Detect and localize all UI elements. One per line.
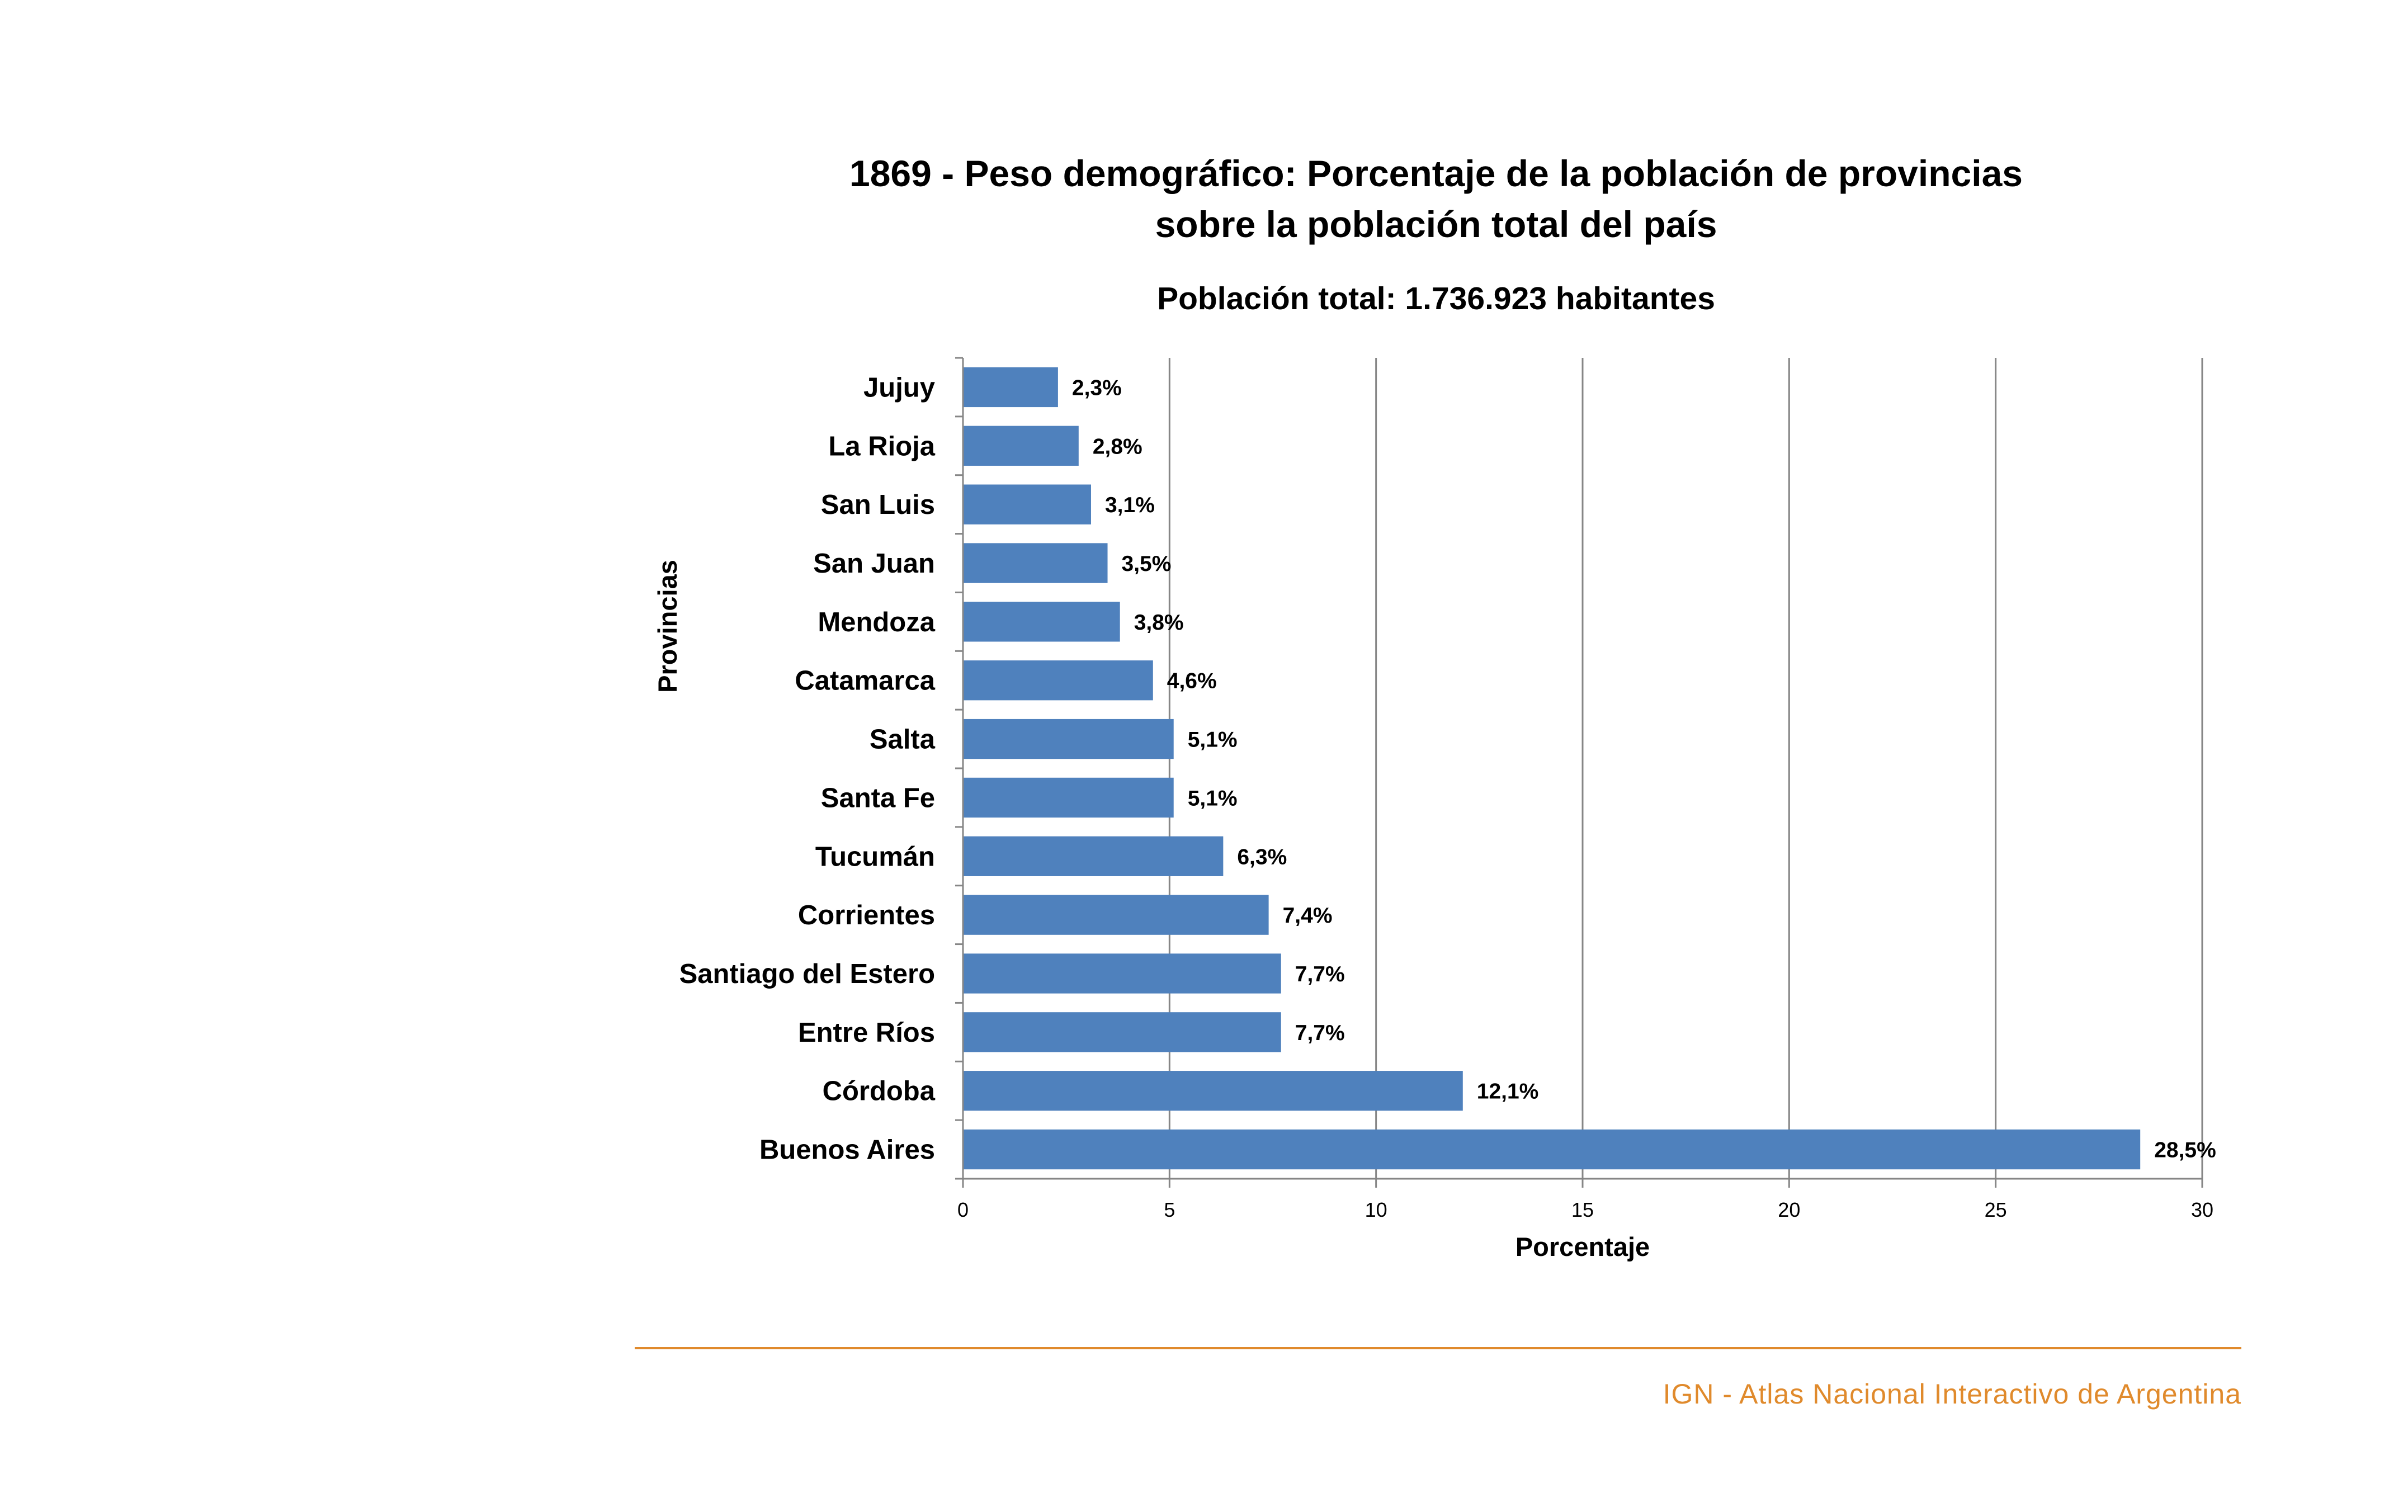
value-label: 6,3% (1237, 845, 1287, 869)
category-label: San Juan (813, 549, 935, 579)
bar (963, 1012, 1281, 1052)
x-tick-label: 0 (957, 1198, 969, 1221)
category-label: Catamarca (795, 666, 935, 696)
grid-lines (1168, 358, 2203, 1179)
x-tick-label: 20 (1778, 1198, 1800, 1221)
chart-title-line2: sobre la población total del país (1155, 204, 1717, 245)
chart-subtitle: Población total: 1.736.923 habitantes (1157, 281, 1715, 316)
value-label: 5,1% (1188, 786, 1238, 810)
footer-credit: IGN - Atlas Nacional Interactivo de Arge… (1663, 1378, 2241, 1410)
value-label: 4,6% (1167, 669, 1217, 693)
category-label: Tucumán (815, 842, 935, 872)
category-label: Jujuy (863, 372, 935, 403)
value-label: 7,4% (1283, 904, 1333, 928)
value-label: 2,3% (1072, 376, 1122, 400)
x-tick-label: 15 (1571, 1198, 1594, 1221)
bar (963, 836, 1224, 876)
category-label: Santiago del Estero (679, 959, 935, 989)
x-tick-label: 25 (1985, 1198, 2007, 1221)
labels: 0 5 10 15 20 25 30 Jujuy 2,3% La Rioja 2,8% San Lui… (679, 372, 2216, 1221)
bar (963, 719, 1174, 759)
category-label: Córdoba (823, 1076, 936, 1107)
value-label: 7,7% (1295, 962, 1345, 986)
value-label: 7,7% (1295, 1021, 1345, 1045)
bar (963, 660, 1153, 701)
x-axis-title: Porcentaje (1515, 1232, 1650, 1261)
bars (963, 367, 2141, 1170)
bar (963, 367, 1058, 408)
bar (963, 484, 1091, 525)
bar (963, 777, 1174, 818)
value-label: 5,1% (1188, 728, 1238, 752)
bar (963, 953, 1281, 994)
bar (963, 602, 1120, 642)
category-label: San Luis (821, 490, 935, 520)
value-label: 28,5% (2154, 1138, 2216, 1163)
value-label: 3,5% (1122, 552, 1172, 576)
bar (963, 895, 1269, 935)
category-label: Buenos Aires (759, 1135, 935, 1165)
bar (963, 1129, 2141, 1170)
y-axis-title: Provincias (653, 560, 682, 693)
value-label: 3,1% (1105, 493, 1155, 517)
bar (963, 426, 1079, 466)
category-label: La Rioja (828, 431, 935, 461)
category-label: Mendoza (818, 607, 935, 637)
x-tick-label: 10 (1365, 1198, 1387, 1221)
category-label: Corrientes (798, 900, 935, 930)
bar (963, 543, 1108, 583)
bar (963, 1071, 1463, 1111)
category-label: Entre Ríos (798, 1018, 935, 1048)
value-label: 12,1% (1477, 1080, 1539, 1104)
category-label: Salta (870, 725, 936, 755)
x-tick-label: 5 (1164, 1198, 1175, 1221)
x-tick-label: 30 (2191, 1198, 2213, 1221)
axes (955, 357, 2203, 1188)
value-label: 3,8% (1134, 611, 1184, 635)
category-label: Santa Fe (821, 783, 935, 813)
value-label: 2,8% (1093, 434, 1142, 459)
chart-title-line1: 1869 - Peso demográfico: Porcentaje de l… (849, 153, 2023, 194)
